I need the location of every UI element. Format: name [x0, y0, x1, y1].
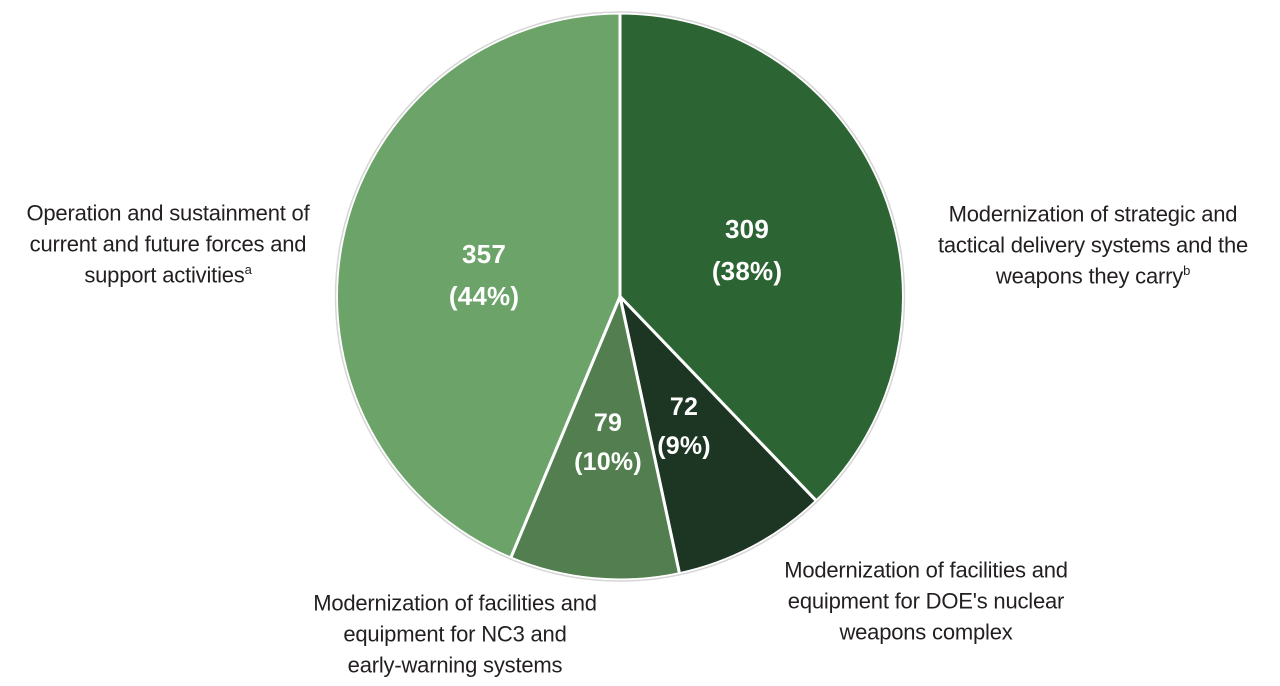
pie-slice-operation-sustainment — [335, 11, 622, 560]
callout-doe-weapons-complex: Modernization of facilities and equipmen… — [784, 555, 1068, 648]
slice-percent: (44%) — [448, 281, 520, 311]
footnote-mark-b: b — [1183, 263, 1191, 279]
pie-slice-doe-weapons-complex — [618, 295, 818, 576]
slice-value-delivery-systems: 309 (38%) — [712, 208, 782, 292]
callout-operation-sustainment: Operation and sustainment of current and… — [26, 198, 309, 291]
slice-value: 357 — [462, 239, 506, 269]
pie-slice-delivery-systems — [618, 11, 905, 503]
slice-value: 79 — [593, 409, 623, 437]
callout-line: tactical delivery systems and the — [937, 232, 1249, 258]
pie-slice-nc3-early-warning — [509, 295, 682, 582]
slice-value-doe-weapons-complex: 72 (9%) — [657, 388, 711, 466]
callout-line: equipment for NC3 and — [343, 621, 567, 647]
slice-value-nc3-early-warning: 79 (10%) — [574, 404, 642, 482]
callout-line: weapons they carry — [995, 263, 1184, 289]
slice-value: 309 — [725, 214, 769, 244]
callout-line: weapons complex — [839, 619, 1013, 645]
callout-line: current and future forces and — [29, 231, 307, 257]
callout-line: Modernization of facilities and — [313, 590, 597, 616]
slice-value: 72 — [669, 393, 699, 421]
slice-percent: (9%) — [657, 432, 711, 460]
slice-value-operation-sustainment: 357 (44%) — [449, 233, 519, 317]
callout-line: equipment for DOE's nuclear — [787, 588, 1065, 614]
pie-outer-ring — [334, 11, 906, 582]
callout-line: Modernization of facilities and — [784, 557, 1068, 583]
slice-percent: (10%) — [574, 448, 642, 476]
footnote-mark-a: a — [244, 262, 252, 278]
callout-line: Modernization of strategic and — [948, 201, 1238, 227]
callout-line: early-warning systems — [347, 652, 563, 678]
callout-delivery-systems: Modernization of strategic and tactical … — [938, 199, 1248, 292]
callout-nc3-early-warning: Modernization of facilities and equipmen… — [313, 588, 597, 681]
slice-percent: (38%) — [711, 256, 783, 286]
callout-line: Operation and sustainment of — [26, 200, 310, 226]
callout-line: support activities — [84, 262, 245, 288]
